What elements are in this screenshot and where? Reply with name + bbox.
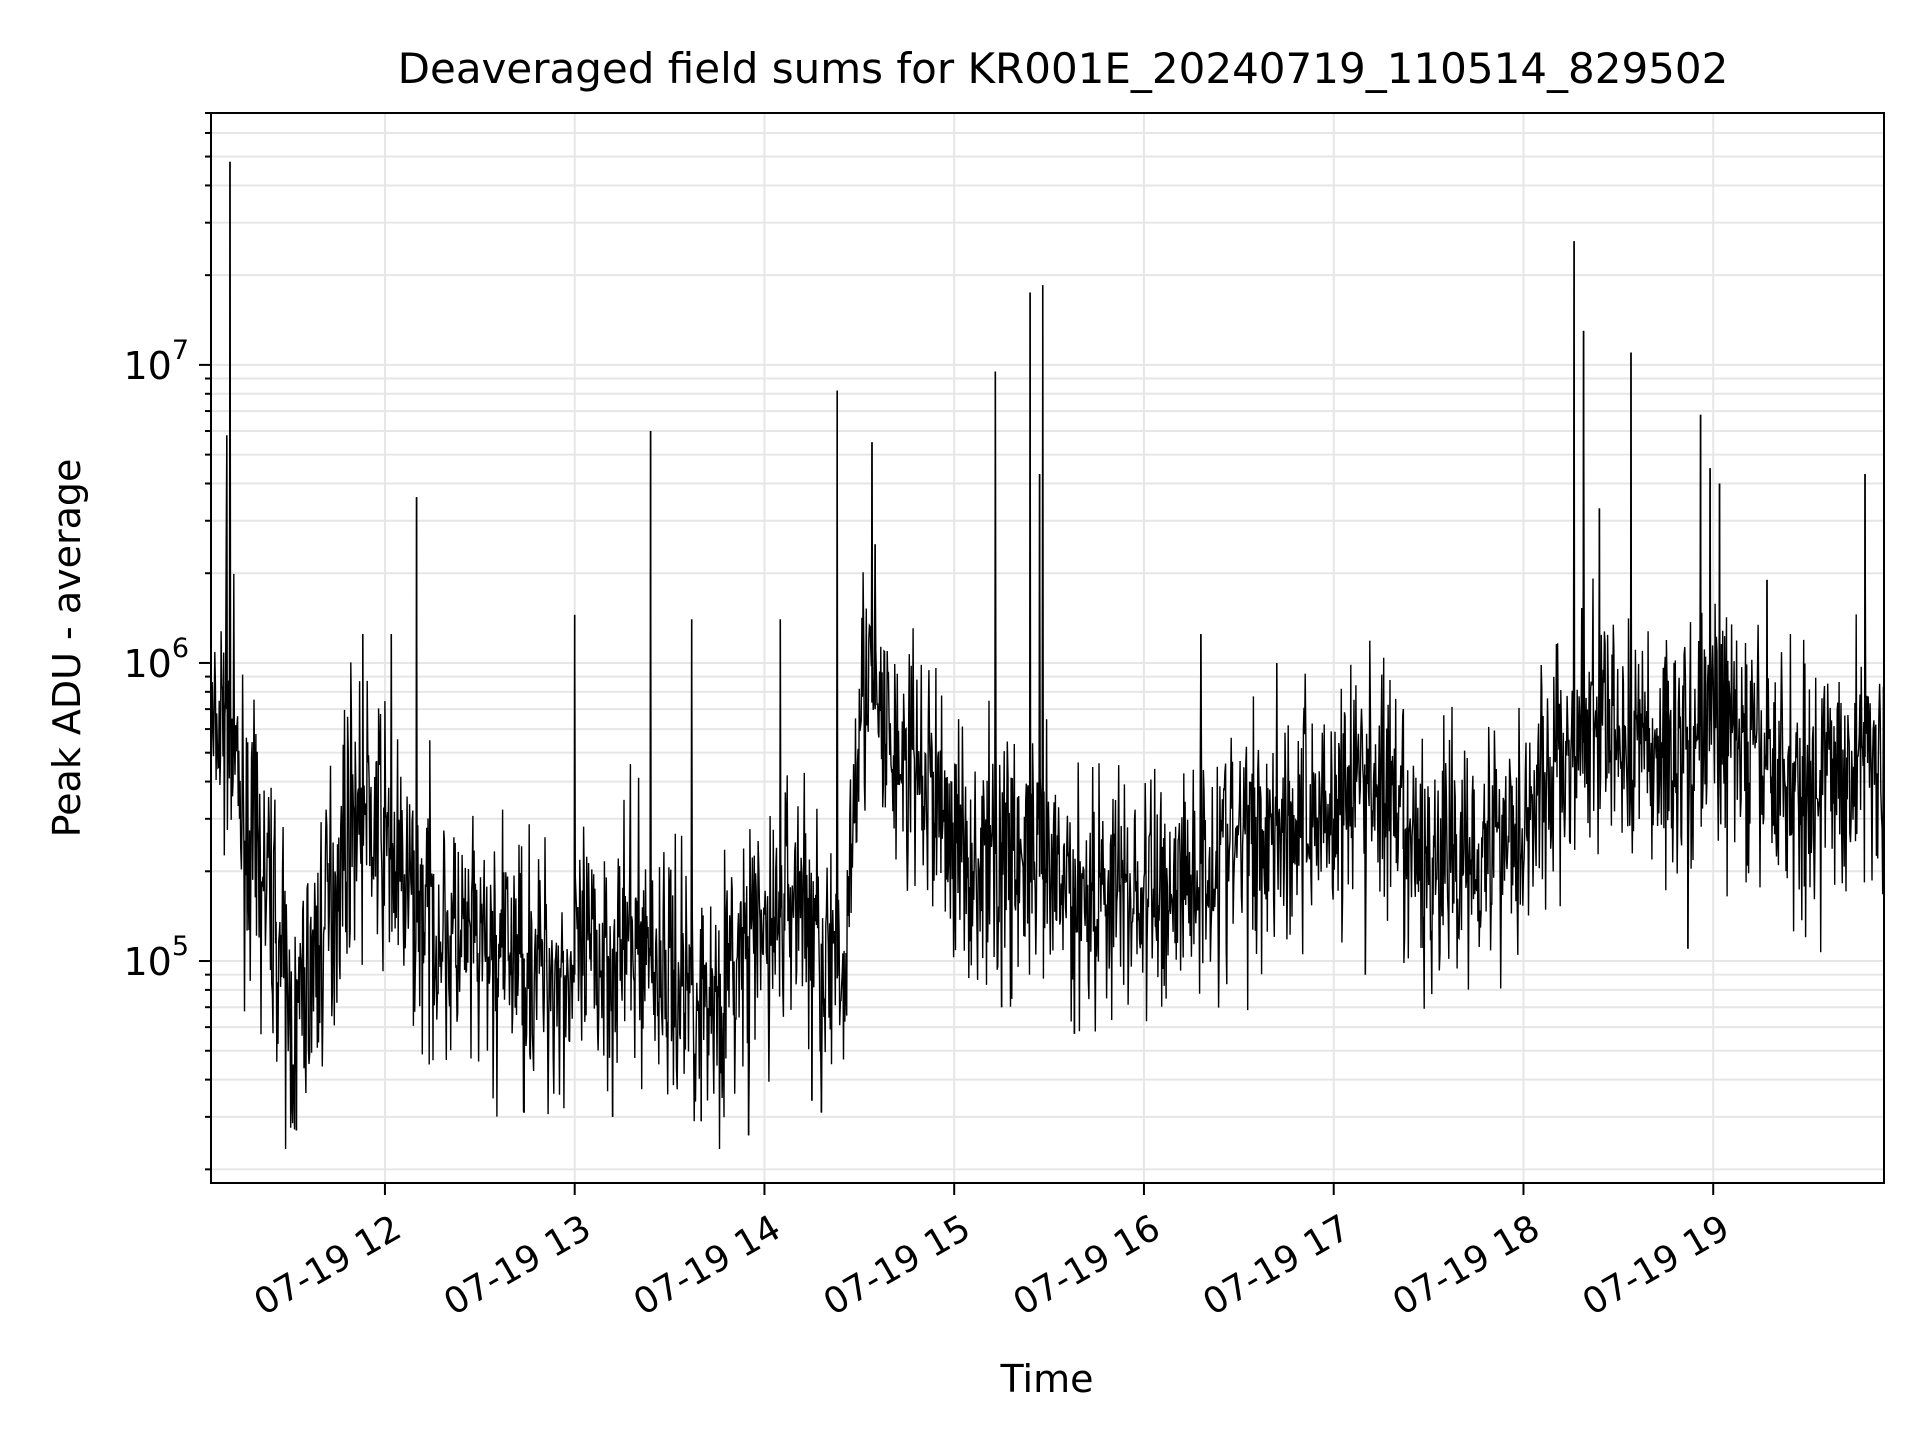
data-series xyxy=(210,161,1885,1150)
y-tick-label: 107 xyxy=(123,335,189,388)
plot-area xyxy=(210,112,1885,1184)
x-axis-label: Time xyxy=(1000,1357,1094,1401)
y-tick-label: 105 xyxy=(123,931,189,984)
y-axis-label: Peak ADU - average xyxy=(45,459,89,838)
y-tick-label: 106 xyxy=(123,633,189,686)
chart-title: Deaveraged field sums for KR001E_2024071… xyxy=(398,44,1729,93)
series-line xyxy=(210,161,1885,1150)
